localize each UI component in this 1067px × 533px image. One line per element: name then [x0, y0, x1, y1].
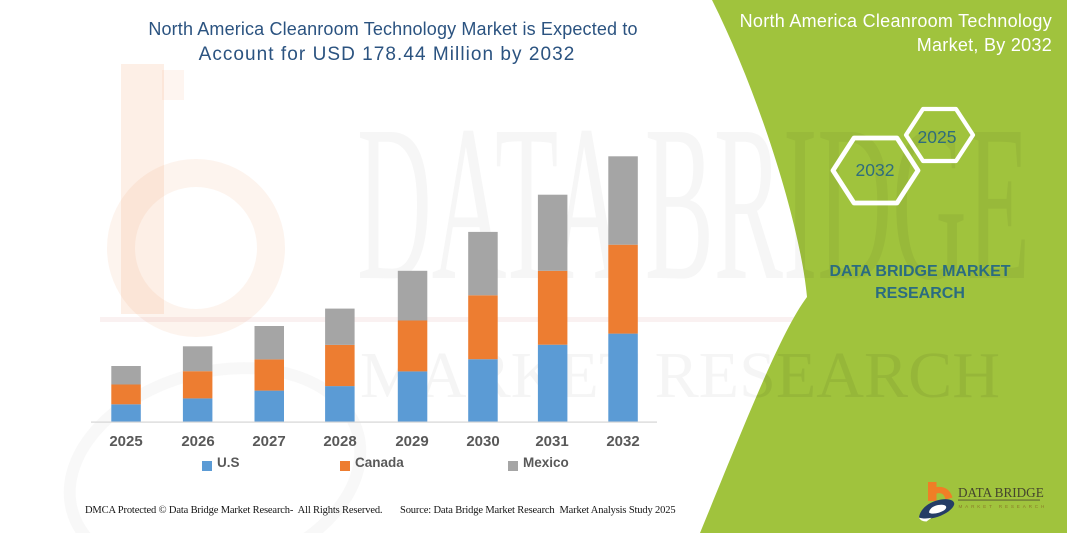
- svg-text:MARKET RESEARCH: MARKET RESEARCH: [959, 504, 1048, 509]
- svg-text:MARKET RESEARCH: MARKET RESEARCH: [360, 339, 1000, 412]
- svg-text:2032: 2032: [856, 160, 895, 180]
- svg-text:DATA BRIDGE: DATA BRIDGE: [958, 485, 1044, 500]
- svg-text:2025: 2025: [918, 127, 957, 147]
